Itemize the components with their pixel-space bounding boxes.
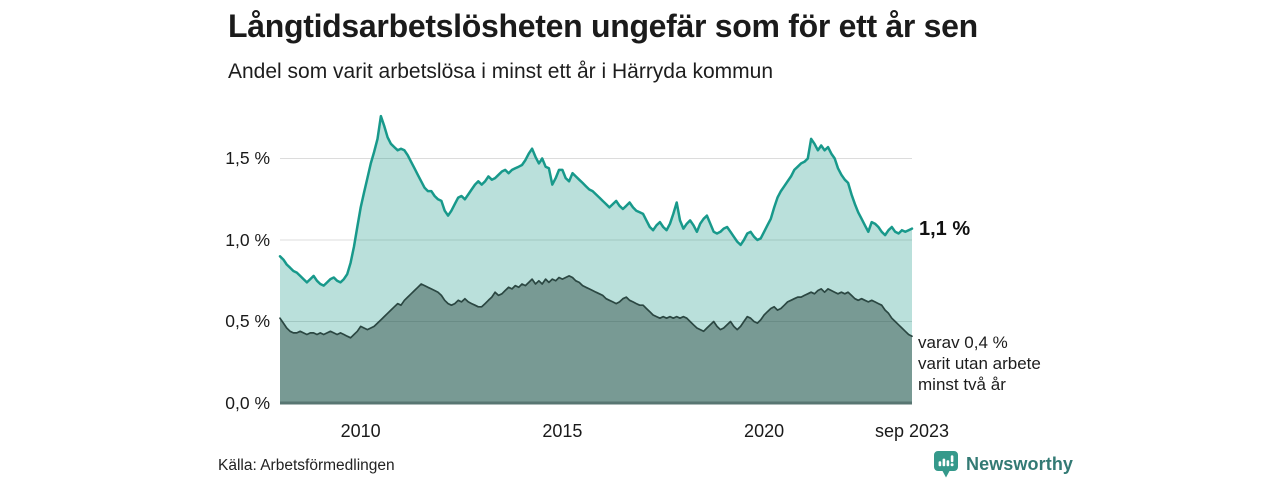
newsworthy-wordmark: Newsworthy	[966, 454, 1074, 474]
secondary-series-annotation: varav 0,4 % varit utan arbete minst två …	[918, 332, 1041, 395]
annotation-line: varav 0,4 %	[918, 333, 1008, 352]
page-subtitle: Andel som varit arbetslösa i minst ett å…	[228, 60, 774, 83]
annotation-line: varit utan arbete	[918, 354, 1041, 373]
x-axis-tick-label: 2015	[542, 421, 583, 441]
x-axis-tick-label: 2020	[744, 421, 785, 441]
newsworthy-logo: Newsworthy	[934, 451, 1073, 478]
y-axis-tick-label: 1,0 %	[225, 229, 270, 250]
source-note: Källa: Arbetsförmedlingen	[218, 457, 395, 474]
page-title: Långtidsarbetslösheten ungefär som för e…	[228, 8, 978, 44]
x-axis-tick-label: 2010	[340, 421, 381, 441]
area-chart	[278, 114, 914, 405]
newsworthy-chart-bubble-icon	[934, 451, 958, 478]
y-axis-tick-label: 0,5 %	[225, 311, 270, 331]
y-axis-tick-label: 1,5 %	[225, 148, 270, 168]
y-axis-tick-label: 0,0 %	[225, 392, 270, 413]
annotation-line: minst två år	[918, 375, 1006, 394]
latest-value-label: 1,1 %	[919, 218, 971, 240]
x-axis-tick-label: sep 2023	[874, 421, 950, 441]
